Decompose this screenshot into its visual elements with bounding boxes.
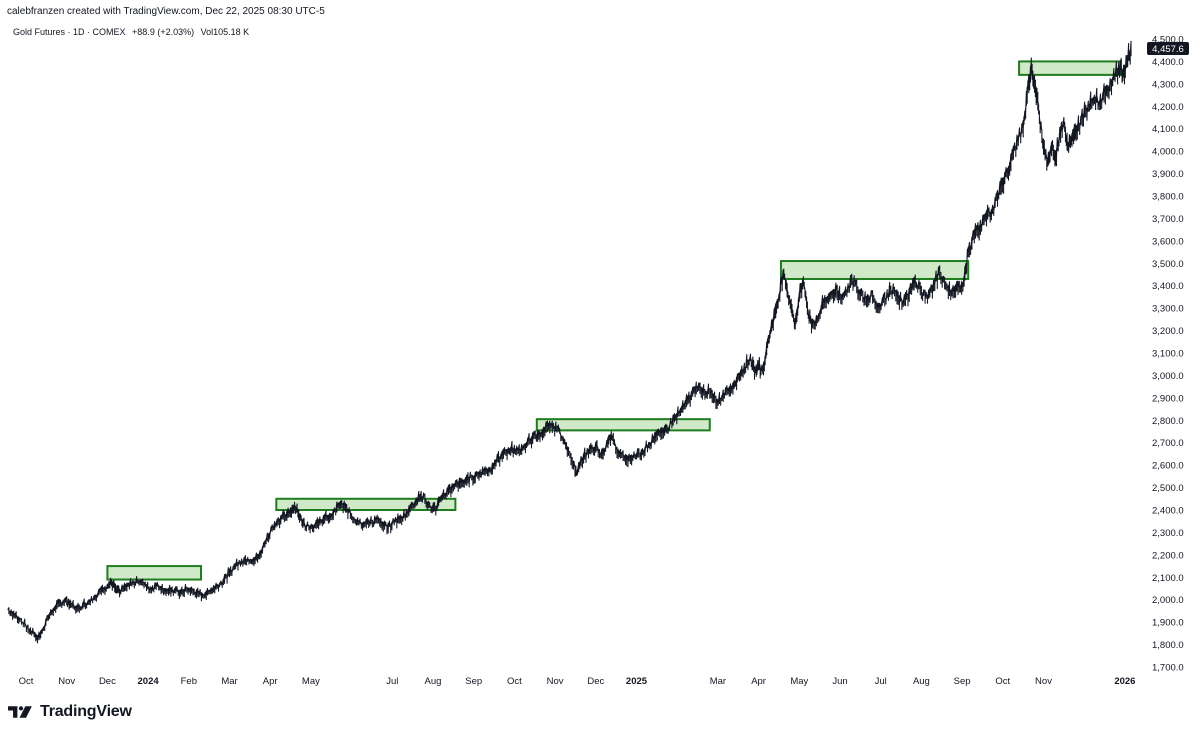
time-axis: Oct Nov Dec 2024 Feb Mar Apr May Jul Aug Sep Oct Nov… — [19, 676, 1136, 687]
time-tick-label: Nov — [1035, 676, 1052, 687]
tradingview-brand: TradingView — [40, 703, 132, 720]
price-tick-label: 3,100.0 — [1152, 349, 1184, 360]
time-tick-label: May — [302, 676, 320, 687]
time-tick-label: 2025 — [626, 676, 648, 687]
price-tick-label: 3,400.0 — [1152, 281, 1184, 292]
time-tick-label: 2024 — [138, 676, 160, 687]
time-tick-label: Sep — [954, 676, 971, 687]
tradingview-logo-icon — [8, 706, 32, 718]
time-tick-label: Apr — [751, 676, 766, 687]
price-tick-label: 3,600.0 — [1152, 236, 1184, 247]
resistance-zone-4[interactable] — [779, 260, 970, 280]
price-tick-label: 3,200.0 — [1152, 326, 1184, 337]
time-tick-label: 2026 — [1114, 676, 1135, 687]
resistance-zone-3[interactable] — [535, 418, 711, 432]
time-tick-label: Mar — [710, 676, 726, 687]
zones-layer — [106, 60, 1122, 581]
price-tick-label: 2,300.0 — [1152, 528, 1184, 539]
time-tick-label: Oct — [19, 676, 34, 687]
time-tick-label: Oct — [995, 676, 1010, 687]
time-tick-label: Oct — [507, 676, 522, 687]
price-tick-label: 2,900.0 — [1152, 393, 1184, 404]
price-tick-label: 3,800.0 — [1152, 192, 1184, 203]
symbol-name[interactable]: Gold Futures · 1D · COMEX — [13, 27, 126, 37]
time-tick-label: Nov — [58, 676, 75, 687]
last-price-label: 4,457.6 — [1152, 44, 1184, 55]
price-tick-label: 1,800.0 — [1152, 640, 1184, 651]
price-tick-label: 1,700.0 — [1152, 663, 1184, 674]
price-line — [7, 40, 1132, 644]
time-tick-label: Nov — [547, 676, 564, 687]
symbol-info: Gold Futures · 1D · COMEX +88.9 (+2.03%)… — [13, 27, 253, 37]
price-tick-label: 3,300.0 — [1152, 304, 1184, 315]
chart-caption: calebfranzen created with TradingView.co… — [7, 6, 325, 17]
price-tick-label: 2,400.0 — [1152, 506, 1184, 517]
price-tick-label: 2,100.0 — [1152, 573, 1184, 584]
price-tick-label: 1,900.0 — [1152, 618, 1184, 629]
time-tick-label: May — [790, 676, 808, 687]
time-tick-label: Jul — [386, 676, 398, 687]
price-tick-label: 2,200.0 — [1152, 550, 1184, 561]
price-tick-label: 2,500.0 — [1152, 483, 1184, 494]
last-price-tag: 4,457.6 — [1147, 42, 1189, 55]
price-tick-label: 3,900.0 — [1152, 169, 1184, 180]
price-change: +88.9 (+2.03%) — [132, 27, 195, 37]
price-tick-label: 3,500.0 — [1152, 259, 1184, 270]
price-tick-label: 4,100.0 — [1152, 124, 1184, 135]
time-tick-label: Mar — [221, 676, 237, 687]
time-tick-label: Aug — [425, 676, 442, 687]
time-tick-label: Jun — [832, 676, 847, 687]
volume-readout: Vol105.18 K — [200, 27, 250, 37]
price-tick-label: 2,000.0 — [1152, 595, 1184, 606]
resistance-zone-5[interactable] — [1018, 60, 1122, 76]
price-tick-label: 2,600.0 — [1152, 461, 1184, 472]
price-tick-label: 4,300.0 — [1152, 79, 1184, 90]
time-tick-label: Sep — [465, 676, 482, 687]
price-tick-label: 4,400.0 — [1152, 57, 1184, 68]
resistance-zone-1[interactable] — [106, 565, 203, 581]
price-axis: 4,500.0 4,400.0 4,300.0 4,200.0 4,100.0 4,000… — [1152, 35, 1184, 674]
tradingview-logo[interactable]: TradingView — [8, 703, 132, 721]
price-tick-label: 4,500.0 — [1152, 35, 1184, 46]
resistance-zone-2[interactable] — [275, 497, 457, 511]
time-tick-label: Jul — [875, 676, 887, 687]
time-tick-label: Aug — [913, 676, 930, 687]
time-tick-label: Apr — [263, 676, 278, 687]
price-tick-label: 3,700.0 — [1152, 214, 1184, 225]
price-tick-label: 2,800.0 — [1152, 416, 1184, 427]
time-tick-label: Dec — [587, 676, 604, 687]
price-tick-label: 4,000.0 — [1152, 147, 1184, 158]
price-tick-label: 2,700.0 — [1152, 438, 1184, 449]
price-tick-label: 4,200.0 — [1152, 102, 1184, 113]
time-tick-label: Dec — [99, 676, 116, 687]
time-tick-label: Feb — [181, 676, 197, 687]
price-tick-label: 3,000.0 — [1152, 371, 1184, 382]
